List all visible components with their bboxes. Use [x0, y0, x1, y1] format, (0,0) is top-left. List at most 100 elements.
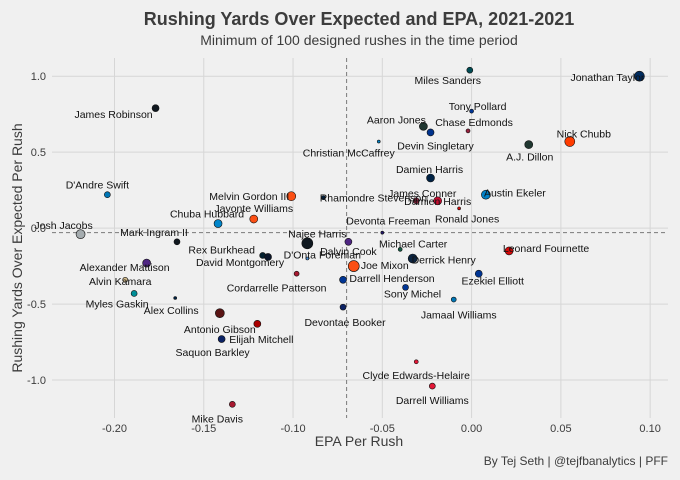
- point-label: A.J. Dillon: [506, 152, 553, 164]
- x-tick-label: 0.05: [550, 423, 571, 435]
- point-label: Alvin Kamara: [89, 276, 152, 288]
- point-label: Alex Collins: [144, 305, 199, 317]
- data-point: [429, 382, 436, 390]
- data-point: [339, 275, 347, 284]
- data-point: [504, 246, 514, 256]
- grid-layer: [52, 58, 668, 418]
- point-label: Ezekiel Elliott: [462, 276, 525, 288]
- data-point: [481, 189, 491, 200]
- data-point: [402, 284, 409, 291]
- data-point: [347, 260, 360, 272]
- point-label: Chase Edmonds: [435, 117, 513, 129]
- point-label: David Montgomery: [196, 257, 285, 269]
- point-label: Najee Harris: [288, 228, 346, 240]
- point-label: Christian McCaffrey: [303, 148, 396, 160]
- data-point: [634, 70, 645, 82]
- data-point: [380, 230, 385, 235]
- data-point: [469, 108, 474, 114]
- data-point: [412, 197, 420, 205]
- data-point: [213, 219, 223, 228]
- point-label: Clyde Edwards-Helaire: [363, 370, 471, 382]
- point-label: Saquon Barkley: [176, 347, 251, 359]
- y-tick-label: 1.0: [31, 71, 46, 83]
- point-label: Derrick Henry: [412, 255, 477, 267]
- x-tick-label: -0.05: [370, 423, 395, 435]
- data-point: [104, 191, 111, 199]
- point-label: Cordarrelle Patterson: [227, 283, 327, 295]
- tick-labels-layer: -0.20 -0.15 -0.10 -0.05 0.00 0.05 0.10 -1.0 -0.5…: [27, 71, 661, 435]
- data-point: [344, 237, 353, 246]
- point-label: Tony Pollard: [449, 101, 507, 113]
- point-label: Rex Burkhead: [188, 244, 255, 256]
- data-point: [122, 276, 129, 283]
- point-label: James Robinson: [74, 109, 152, 121]
- data-point: [173, 238, 181, 246]
- data-point: [339, 303, 347, 311]
- data-point: [253, 320, 262, 328]
- data-point: [229, 401, 236, 408]
- point-label: Darrell Henderson: [349, 273, 434, 285]
- data-point: [466, 66, 474, 74]
- point-label: Javonte Williams: [214, 203, 293, 215]
- point-label: Devontae Booker: [304, 317, 386, 329]
- point-label: Darrell Williams: [396, 395, 469, 407]
- data-point: [173, 296, 177, 300]
- data-point: [564, 136, 576, 147]
- x-tick-label: 0.10: [639, 423, 660, 435]
- y-axis-label: Rushing Yards Over Expected Per Rush: [9, 123, 25, 372]
- data-point: [305, 256, 310, 261]
- data-point: [215, 308, 225, 318]
- point-label: Antonio Gibson: [184, 324, 256, 336]
- point-label: Jamaal Williams: [421, 310, 497, 322]
- data-point: [75, 229, 86, 240]
- point-label: Jonathan Taylor: [570, 72, 644, 84]
- point-label: Austin Ekeler: [484, 188, 546, 200]
- data-point: [286, 191, 297, 202]
- point-label: Leonard Fournette: [503, 243, 590, 255]
- x-tick-label: -0.15: [191, 423, 216, 435]
- point-label: Mike Davis: [192, 413, 243, 425]
- point-label: Ronald Jones: [435, 213, 499, 225]
- chart-title: Rushing Yards Over Expected and EPA, 202…: [144, 9, 575, 29]
- point-label: Aaron Jones: [367, 114, 426, 126]
- point-label: Alexander Mattison: [80, 262, 170, 274]
- data-point: [524, 140, 534, 149]
- y-tick-label: -0.5: [27, 299, 46, 311]
- y-tick-label: 0.0: [31, 223, 46, 235]
- reference-lines: [52, 58, 668, 418]
- data-point: [217, 335, 226, 343]
- data-point: [407, 253, 418, 264]
- data-point: [433, 196, 442, 206]
- x-tick-label: 0.00: [461, 423, 482, 435]
- y-tick-label: -1.0: [27, 375, 46, 387]
- point-label: Nick Chubb: [557, 129, 611, 141]
- points-layer: [75, 66, 645, 408]
- chart-subtitle: Minimum of 100 designed rushes in the ti…: [200, 32, 518, 48]
- data-point: [376, 139, 381, 144]
- point-label: Elijah Mitchell: [229, 334, 293, 346]
- data-point: [264, 253, 272, 261]
- point-label: D'Andre Swift: [66, 180, 129, 192]
- point-label: Miles Sanders: [415, 75, 482, 87]
- y-tick-label: 0.5: [31, 147, 46, 159]
- data-point: [249, 214, 259, 224]
- point-label: Melvin Gordon III: [209, 191, 289, 203]
- data-point: [426, 173, 435, 183]
- data-point: [397, 247, 403, 252]
- point-label: Dalvin Cook: [320, 246, 377, 258]
- data-point: [130, 290, 138, 297]
- data-point: [151, 104, 160, 112]
- point-label: Damien Harris: [404, 196, 471, 208]
- x-tick-label: -0.20: [102, 423, 127, 435]
- data-point: [474, 269, 483, 278]
- data-point: [465, 128, 471, 134]
- data-point: [426, 128, 435, 137]
- data-point: [321, 195, 326, 201]
- point-label: Chuba Hubbard: [170, 209, 244, 221]
- point-label: James Conner: [388, 188, 457, 200]
- point-label: Devonta Freeman: [346, 216, 430, 228]
- x-tick-label: -0.10: [281, 423, 306, 435]
